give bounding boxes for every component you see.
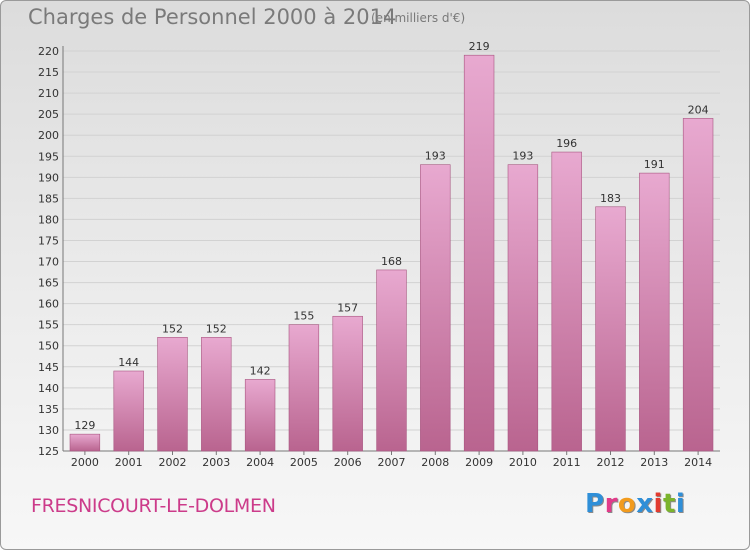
x-tick-label: 2004: [246, 456, 274, 469]
chart-title: Charges de Personnel 2000 à 2014: [28, 5, 397, 29]
data-label: 157: [337, 301, 358, 314]
y-tick-label: 205: [38, 108, 59, 121]
y-tick-label: 135: [38, 403, 59, 416]
data-label: 183: [600, 192, 621, 205]
y-tick-label: 165: [38, 277, 59, 290]
y-tick-label: 210: [38, 87, 59, 100]
y-tick-label: 155: [38, 319, 59, 332]
x-tick-label: 2013: [640, 456, 668, 469]
x-tick-label: 2014: [684, 456, 712, 469]
x-tick-label: 2011: [553, 456, 581, 469]
x-tick-label: 2008: [421, 456, 449, 469]
x-tick-label: 2009: [465, 456, 493, 469]
commune-name: FRESNICOURT-LE-DOLMEN: [31, 495, 276, 517]
y-tick-label: 195: [38, 150, 59, 163]
bar: [332, 315, 363, 452]
labels: 125 130 135 140 145 150 155 160 165 170 175 180 185 1…: [38, 40, 712, 469]
y-tick-label: 220: [38, 45, 59, 58]
x-tick-label: 2012: [597, 456, 625, 469]
data-label: 155: [293, 310, 314, 323]
y-tick-label: 125: [38, 445, 59, 458]
x-tick-label: 2005: [290, 456, 318, 469]
data-label: 152: [162, 322, 183, 335]
data-label: 219: [469, 40, 490, 53]
x-tick-label: 2003: [202, 456, 230, 469]
bar: [201, 337, 232, 452]
x-tick-label: 2001: [115, 456, 143, 469]
bar: [551, 151, 582, 452]
bar: [682, 118, 714, 452]
y-tick-label: 170: [38, 256, 59, 269]
y-tick-label: 160: [38, 298, 59, 311]
y-tick-label: 140: [38, 382, 59, 395]
x-tick-label: 2007: [378, 456, 406, 469]
y-tick-label: 185: [38, 192, 59, 205]
bar: [507, 164, 539, 452]
bar: [244, 379, 276, 452]
logo-letter: t: [662, 489, 676, 519]
data-label: 196: [556, 137, 577, 150]
bar: [69, 433, 101, 452]
bar: [639, 172, 670, 452]
y-tick-label: 200: [38, 129, 59, 142]
data-label: 204: [688, 103, 709, 116]
data-label: 152: [206, 322, 227, 335]
logo-letter: i: [653, 489, 663, 519]
bar: [113, 370, 144, 452]
proxiti-logo[interactable]: Proxiti: [585, 489, 685, 519]
x-tick-label: 2010: [509, 456, 537, 469]
data-label: 142: [250, 364, 271, 377]
data-label: 144: [118, 356, 139, 369]
y-tick-label: 130: [38, 424, 59, 437]
chart-subtitle: (en milliers d'€): [371, 11, 466, 25]
data-label: 191: [644, 158, 665, 171]
data-label: 193: [425, 150, 446, 163]
logo-letter: P: [585, 489, 605, 519]
y-tick-label: 145: [38, 361, 59, 374]
bar: [595, 206, 626, 452]
bar: [157, 337, 188, 452]
bars: [69, 54, 714, 452]
x-tick-label: 2002: [159, 456, 187, 469]
y-tick-label: 180: [38, 213, 59, 226]
data-label: 193: [512, 150, 533, 163]
data-label: 168: [381, 255, 402, 268]
logo-letter: r: [604, 489, 618, 519]
bar: [376, 269, 407, 452]
logo-letter: o: [617, 489, 637, 519]
x-tick-label: 2006: [334, 456, 362, 469]
logo-letter: i: [675, 489, 686, 519]
y-tick-label: 150: [38, 340, 59, 353]
bar: [288, 324, 320, 452]
bar: [463, 54, 495, 452]
logo-letter: x: [636, 489, 654, 519]
y-tick-label: 190: [38, 171, 59, 184]
y-tick-label: 215: [38, 66, 59, 79]
data-label: 129: [74, 419, 95, 432]
bar: [420, 164, 451, 452]
y-tick-label: 175: [38, 234, 59, 247]
x-tick-label: 2000: [71, 456, 99, 469]
